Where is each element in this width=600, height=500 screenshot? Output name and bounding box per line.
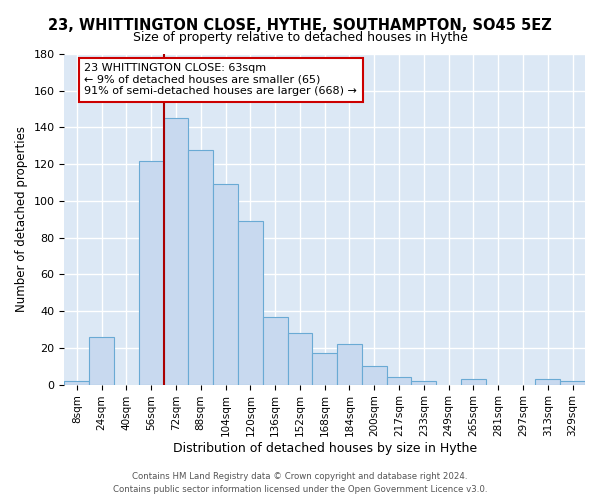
Bar [337,344,362,385]
X-axis label: Distribution of detached houses by size in Hythe: Distribution of detached houses by size … [173,442,477,455]
Bar [164,118,188,384]
Bar [188,150,213,384]
Bar [313,354,337,384]
Bar [263,316,287,384]
Bar [64,381,89,384]
Bar [213,184,238,384]
Bar [287,333,313,384]
Y-axis label: Number of detached properties: Number of detached properties [15,126,28,312]
Text: Contains HM Land Registry data © Crown copyright and database right 2024.
Contai: Contains HM Land Registry data © Crown c… [113,472,487,494]
Text: 23 WHITTINGTON CLOSE: 63sqm
← 9% of detached houses are smaller (65)
91% of semi: 23 WHITTINGTON CLOSE: 63sqm ← 9% of deta… [84,63,357,96]
Bar [535,379,560,384]
Text: 23, WHITTINGTON CLOSE, HYTHE, SOUTHAMPTON, SO45 5EZ: 23, WHITTINGTON CLOSE, HYTHE, SOUTHAMPTO… [48,18,552,32]
Bar [412,381,436,384]
Bar [238,221,263,384]
Bar [362,366,386,384]
Bar [560,381,585,384]
Bar [461,379,486,384]
Bar [139,160,164,384]
Bar [386,378,412,384]
Bar [89,337,114,384]
Text: Size of property relative to detached houses in Hythe: Size of property relative to detached ho… [133,31,467,44]
